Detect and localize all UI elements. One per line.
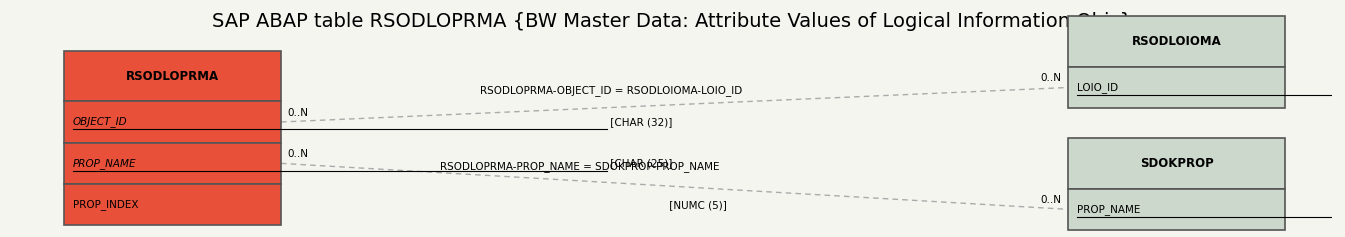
Text: LOIO_ID: LOIO_ID (1077, 82, 1118, 93)
Text: 0..N: 0..N (288, 149, 308, 159)
Text: OBJECT_ID: OBJECT_ID (73, 117, 128, 128)
Bar (63, 51, 281, 101)
Text: RSODLOPRMA-OBJECT_ID = RSODLOIOMA-LOIO_ID: RSODLOPRMA-OBJECT_ID = RSODLOIOMA-LOIO_I… (480, 85, 742, 96)
Text: RSODLOPRMA-PROP_NAME = SDOKPROP-PROP_NAME: RSODLOPRMA-PROP_NAME = SDOKPROP-PROP_NAM… (440, 161, 720, 172)
Text: PROP_NAME: PROP_NAME (1077, 204, 1141, 215)
Text: 0..N: 0..N (1040, 195, 1061, 205)
Text: SDOKPROP: SDOKPROP (1139, 157, 1213, 170)
Text: RSODLOIOMA: RSODLOIOMA (1131, 35, 1221, 48)
Text: PROP_INDEX: PROP_INDEX (73, 199, 139, 210)
Bar (63, 101, 281, 143)
Text: PROP_NAME: PROP_NAME (73, 158, 136, 169)
Text: RSODLOPRMA: RSODLOPRMA (125, 69, 219, 82)
Bar (1068, 138, 1286, 189)
Bar (1068, 67, 1286, 108)
Text: [CHAR (32)]: [CHAR (32)] (607, 117, 672, 127)
Text: [CHAR (25)]: [CHAR (25)] (607, 158, 672, 168)
Bar (63, 184, 281, 225)
Text: [NUMC (5)]: [NUMC (5)] (666, 200, 726, 210)
Text: 0..N: 0..N (1040, 73, 1061, 83)
Bar (1068, 189, 1286, 230)
Text: SAP ABAP table RSODLOPRMA {BW Master Data: Attribute Values of Logical Informati: SAP ABAP table RSODLOPRMA {BW Master Dat… (213, 12, 1132, 31)
Bar (1068, 16, 1286, 67)
Bar (63, 143, 281, 184)
Text: 0..N: 0..N (288, 108, 308, 118)
